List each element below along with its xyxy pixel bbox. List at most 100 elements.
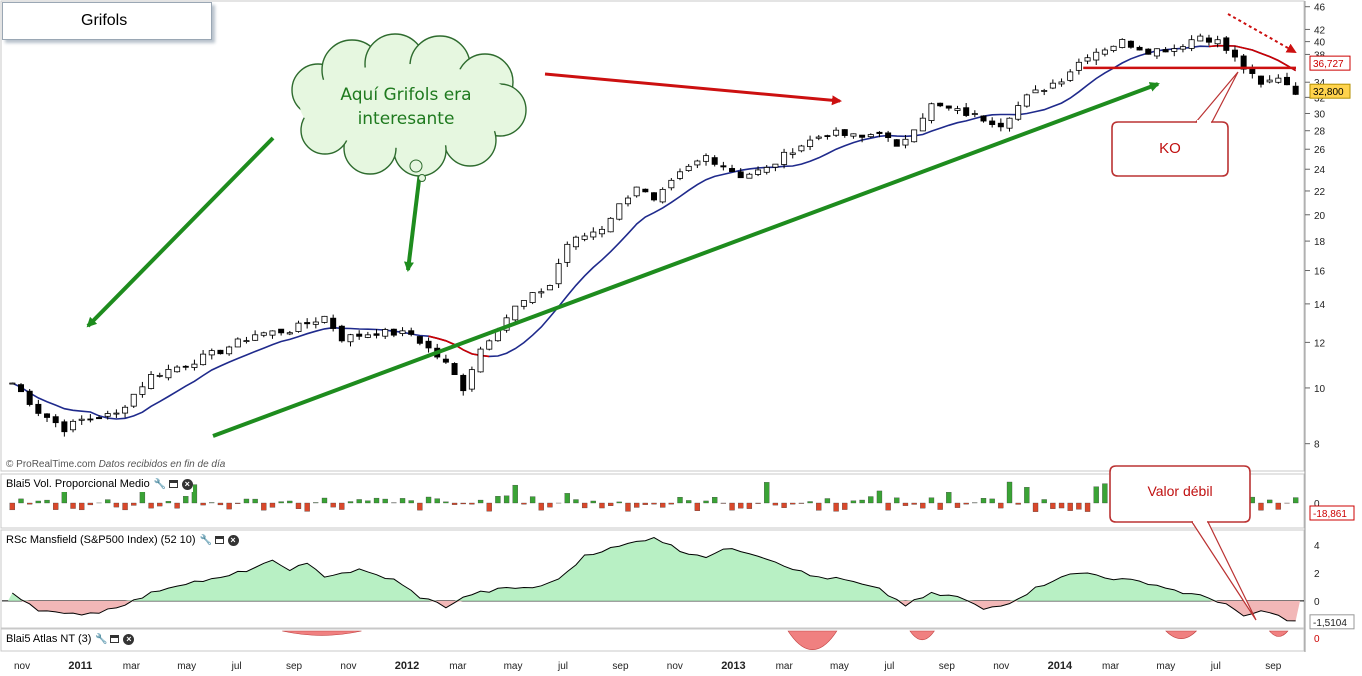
candle-body bbox=[104, 413, 111, 417]
candle-body bbox=[703, 155, 710, 162]
candle-body bbox=[520, 300, 527, 307]
candle-body bbox=[911, 129, 918, 143]
candle-body bbox=[624, 197, 631, 205]
volume-bar bbox=[764, 482, 770, 504]
atlas-area bbox=[282, 630, 362, 636]
candle-body bbox=[1188, 39, 1195, 49]
weak-callout-box bbox=[1109, 465, 1251, 523]
candle-body bbox=[677, 171, 684, 179]
wrench-icon[interactable]: 🔧 bbox=[199, 534, 212, 546]
candle-body bbox=[87, 418, 94, 421]
volume-bar bbox=[174, 502, 180, 509]
candle-body bbox=[234, 338, 241, 348]
candle-body bbox=[833, 129, 840, 136]
candle-body bbox=[815, 136, 822, 139]
volume-bar bbox=[694, 502, 701, 511]
atlas-area bbox=[1268, 630, 1289, 637]
volume-bar bbox=[1275, 502, 1281, 510]
candle-body bbox=[685, 165, 692, 172]
x-tick-label: nov bbox=[14, 661, 30, 672]
volume-bar bbox=[321, 497, 328, 504]
candle-body bbox=[1049, 82, 1056, 89]
volume-bar bbox=[746, 502, 753, 509]
candle-body bbox=[546, 285, 553, 291]
candle-body bbox=[416, 336, 423, 344]
price-panel-frame bbox=[0, 0, 1305, 472]
rsc-tick-label: 2 bbox=[1314, 569, 1320, 580]
volume-bar bbox=[451, 502, 458, 505]
candle-body bbox=[807, 139, 814, 147]
volume-bar bbox=[1293, 497, 1299, 504]
close-icon[interactable]: × bbox=[227, 534, 239, 546]
volume-zero-label: 0 bbox=[1314, 499, 1320, 510]
rsc-last-label: -1,5104 bbox=[1313, 618, 1347, 629]
candle-body bbox=[96, 417, 103, 420]
candle-body bbox=[269, 330, 276, 336]
candle-body bbox=[425, 340, 432, 349]
x-tick-label: sep bbox=[286, 661, 303, 672]
candle-body bbox=[1101, 49, 1108, 55]
candle-body bbox=[893, 139, 900, 147]
volume-bar bbox=[70, 502, 76, 509]
y-tick-label: 42 bbox=[1314, 25, 1326, 36]
candle-body bbox=[763, 167, 770, 173]
candle-body bbox=[70, 420, 77, 431]
candle-body bbox=[824, 135, 831, 137]
y-tick-label: 26 bbox=[1314, 145, 1326, 156]
atlas-area bbox=[909, 630, 935, 641]
candle-body bbox=[1231, 49, 1238, 58]
red-arrow bbox=[544, 72, 842, 106]
cloud-callout bbox=[291, 33, 527, 182]
candle-body bbox=[919, 117, 926, 132]
candle-body bbox=[945, 105, 952, 109]
volume-bar bbox=[226, 502, 232, 510]
volume-bar bbox=[183, 496, 189, 504]
candle-body bbox=[1032, 89, 1039, 94]
close-icon[interactable]: × bbox=[181, 478, 193, 490]
candle-body bbox=[347, 334, 354, 343]
volume-bar bbox=[911, 502, 917, 505]
window-icon[interactable] bbox=[168, 480, 178, 488]
volume-bar bbox=[35, 500, 41, 504]
x-tick-label: sep bbox=[939, 661, 956, 672]
wrench-icon[interactable]: 🔧 bbox=[153, 478, 167, 490]
candle-body bbox=[1006, 117, 1013, 129]
volume-bar bbox=[920, 502, 926, 509]
candle-body bbox=[971, 113, 978, 115]
x-tick-label: nov bbox=[993, 661, 1009, 672]
candle-body bbox=[113, 412, 120, 415]
candle-body bbox=[772, 163, 779, 168]
x-tick-label: 2011 bbox=[68, 660, 92, 672]
candle-body bbox=[1041, 90, 1048, 92]
volume-bar bbox=[191, 484, 198, 504]
volume-bar bbox=[1076, 502, 1082, 510]
window-icon[interactable] bbox=[110, 635, 120, 643]
candle-body bbox=[598, 228, 605, 235]
cloud-tail-bubble bbox=[418, 174, 426, 182]
chart-title: Grifols bbox=[81, 12, 128, 29]
candle-body bbox=[1058, 81, 1065, 85]
candle-body bbox=[52, 416, 59, 424]
candle-body bbox=[321, 315, 328, 323]
close-icon[interactable]: × bbox=[123, 633, 135, 645]
candle-body bbox=[850, 133, 857, 137]
candle-body bbox=[885, 132, 892, 139]
window-icon[interactable] bbox=[214, 536, 224, 544]
volume-bar bbox=[373, 497, 380, 504]
candle-body bbox=[312, 321, 319, 325]
volume-bar bbox=[347, 501, 354, 504]
weak-callout-pointer-mask bbox=[1193, 519, 1207, 523]
volume-bar bbox=[165, 501, 172, 504]
candle-body bbox=[902, 138, 909, 146]
x-tick-label: nov bbox=[667, 661, 683, 672]
volume-bar bbox=[1067, 502, 1073, 511]
candle-body bbox=[668, 179, 675, 189]
candle-body bbox=[278, 328, 285, 334]
volume-bar bbox=[382, 498, 388, 504]
volume-bar bbox=[729, 502, 735, 511]
y-tick-label: 16 bbox=[1314, 267, 1326, 278]
green-trend-arrow bbox=[212, 82, 1160, 438]
candle-body bbox=[1171, 48, 1178, 52]
wrench-icon[interactable]: 🔧 bbox=[95, 633, 108, 645]
